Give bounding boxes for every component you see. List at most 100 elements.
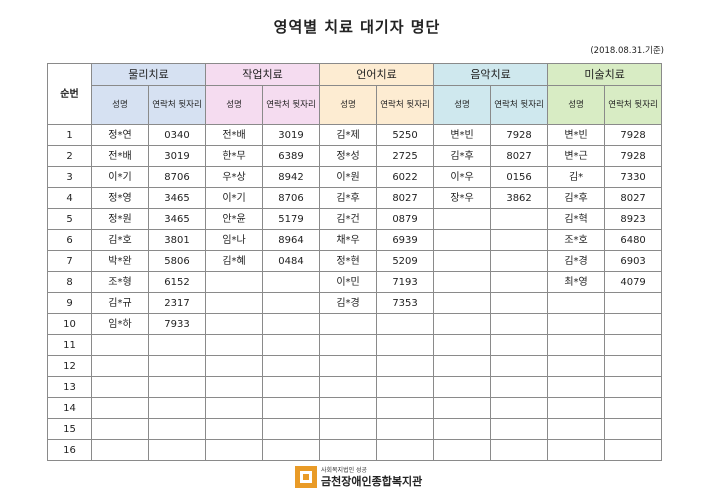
patient-name [205, 271, 264, 293]
phone-suffix: 5179 [262, 208, 321, 230]
phone-suffix: 6022 [376, 166, 435, 188]
phone-suffix: 6480 [604, 229, 663, 251]
patient-name [319, 376, 378, 398]
phone-suffix [147, 439, 207, 461]
patient-name [205, 418, 264, 440]
phone-suffix: 0156 [490, 166, 549, 188]
phone-suffix [376, 439, 435, 461]
patient-name [547, 376, 606, 398]
org-subtitle: 사회복지법인 성공 [321, 466, 368, 474]
patient-name [433, 355, 492, 377]
group-header-speech: 언어치료 [319, 63, 435, 86]
phone-suffix [376, 355, 435, 377]
patient-name: 전*배 [91, 145, 149, 167]
phone-suffix [376, 418, 435, 440]
phone-suffix [376, 376, 435, 398]
phone-suffix [604, 376, 663, 398]
patient-name [319, 439, 378, 461]
phone-suffix [490, 439, 549, 461]
patient-name [319, 397, 378, 419]
patient-name [205, 292, 264, 314]
row-number: 11 [47, 334, 92, 356]
patient-name: 최*영 [547, 271, 606, 293]
phone-suffix [262, 271, 321, 293]
phone-suffix [262, 355, 321, 377]
phone-suffix: 6389 [262, 145, 321, 167]
row-number: 10 [47, 313, 92, 335]
phone-suffix: 3801 [147, 229, 207, 251]
phone-header: 연락처 뒷자리 [262, 85, 321, 125]
row-number: 7 [47, 250, 92, 272]
patient-name [433, 208, 492, 230]
phone-suffix [490, 334, 549, 356]
phone-suffix [604, 334, 663, 356]
patient-name: 조*형 [91, 271, 149, 293]
phone-suffix [147, 376, 207, 398]
patient-name [433, 334, 492, 356]
patient-name: 이*원 [319, 166, 378, 188]
phone-suffix: 0879 [376, 208, 435, 230]
phone-suffix: 6939 [376, 229, 435, 251]
patient-name: 김*후 [547, 187, 606, 209]
patient-name: 박*완 [91, 250, 149, 272]
patient-name [433, 292, 492, 314]
sub-header-row: 성명 연락처 뒷자리 성명 연락처 뒷자리 성명 연락처 뒷자리 성명 연락처 … [48, 85, 663, 125]
patient-name: 정*성 [319, 145, 378, 167]
phone-suffix: 8942 [262, 166, 321, 188]
patient-name: 이*기 [91, 166, 149, 188]
patient-name [91, 355, 149, 377]
phone-suffix: 6152 [147, 271, 207, 293]
name-header: 성명 [319, 85, 378, 125]
patient-name [319, 418, 378, 440]
patient-name: 김*혜 [205, 250, 264, 272]
table-row: 6 김*호 3801 임*나 8964 채*우 6939 조*호 6480 [47, 229, 663, 251]
row-number: 15 [47, 418, 92, 440]
patient-name: 이*우 [433, 166, 492, 188]
phone-suffix [490, 397, 549, 419]
phone-suffix [490, 229, 549, 251]
phone-suffix [604, 355, 663, 377]
phone-suffix: 5250 [376, 124, 435, 146]
page-title: 영역별 치료 대기자 명단 [273, 18, 441, 36]
row-number: 3 [47, 166, 92, 188]
phone-suffix: 4079 [604, 271, 663, 293]
number-header: 순번 [47, 63, 92, 125]
patient-name [547, 292, 606, 314]
phone-suffix: 3465 [147, 187, 207, 209]
phone-suffix [490, 250, 549, 272]
phone-suffix: 8964 [262, 229, 321, 251]
phone-suffix [376, 334, 435, 356]
phone-suffix: 6903 [604, 250, 663, 272]
phone-suffix [490, 376, 549, 398]
phone-suffix: 7330 [604, 166, 663, 188]
phone-suffix: 8027 [490, 145, 549, 167]
patient-name: 변*빈 [433, 124, 492, 146]
phone-suffix [604, 418, 663, 440]
phone-suffix: 8027 [604, 187, 663, 209]
patient-name [91, 439, 149, 461]
patient-name: 전*배 [205, 124, 264, 146]
patient-name: 한*무 [205, 145, 264, 167]
phone-suffix [490, 271, 549, 293]
phone-suffix: 7353 [376, 292, 435, 314]
phone-suffix [490, 313, 549, 335]
patient-name: 김*규 [91, 292, 149, 314]
phone-suffix [604, 313, 663, 335]
patient-name [319, 313, 378, 335]
phone-header: 연락처 뒷자리 [147, 85, 207, 125]
phone-suffix: 5209 [376, 250, 435, 272]
patient-name [433, 418, 492, 440]
patient-name [205, 355, 264, 377]
phone-suffix: 7928 [490, 124, 549, 146]
row-number: 14 [47, 397, 92, 419]
patient-name [547, 334, 606, 356]
phone-suffix: 3465 [147, 208, 207, 230]
phone-suffix: 7933 [147, 313, 207, 335]
patient-name: 김* [547, 166, 606, 188]
patient-name: 김*후 [433, 145, 492, 167]
patient-name [433, 271, 492, 293]
phone-suffix: 0484 [262, 250, 321, 272]
group-header-music: 음악치료 [433, 63, 549, 86]
phone-suffix [376, 397, 435, 419]
patient-name [547, 313, 606, 335]
